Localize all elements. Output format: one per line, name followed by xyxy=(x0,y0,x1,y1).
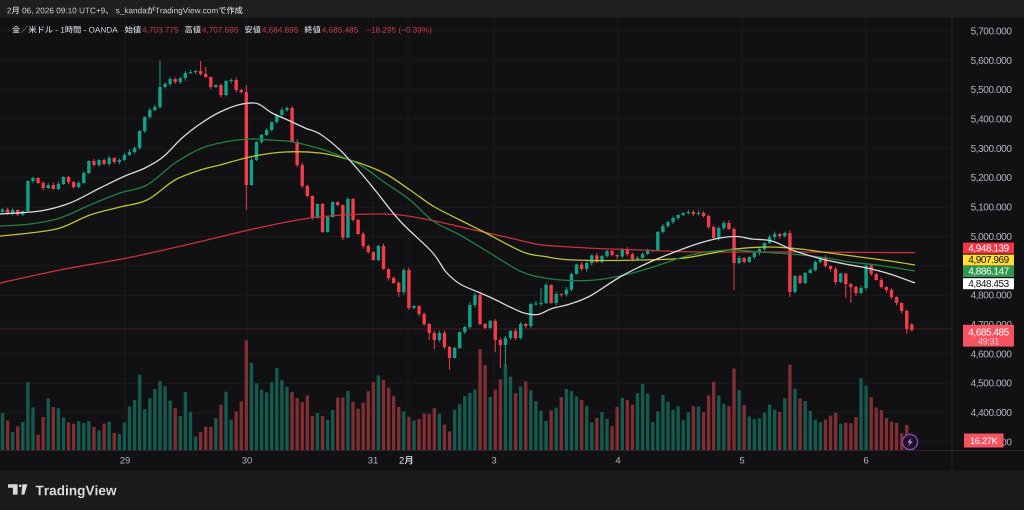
svg-text:5: 5 xyxy=(739,456,744,467)
svg-text:5,200.000: 5,200.000 xyxy=(971,173,1013,184)
svg-text:3: 3 xyxy=(491,456,496,467)
svg-text:16.27K: 16.27K xyxy=(970,436,999,447)
svg-text:5,000.000: 5,000.000 xyxy=(971,232,1013,243)
svg-text:29: 29 xyxy=(120,456,131,467)
svg-text:5,300.000: 5,300.000 xyxy=(971,144,1013,155)
svg-text:5,400.000: 5,400.000 xyxy=(971,115,1013,126)
svg-text:4,907.969: 4,907.969 xyxy=(968,255,1009,266)
svg-text:4,500.000: 4,500.000 xyxy=(971,379,1013,390)
svg-text:5,500.000: 5,500.000 xyxy=(971,85,1013,96)
svg-text:4,848.453: 4,848.453 xyxy=(968,279,1009,290)
svg-text:4,886.147: 4,886.147 xyxy=(968,267,1009,278)
svg-text:31: 31 xyxy=(368,456,379,467)
svg-text:4,400.000: 4,400.000 xyxy=(971,408,1013,419)
svg-text:6: 6 xyxy=(863,456,868,467)
svg-text:4,685.485: 4,685.485 xyxy=(968,327,1009,338)
svg-text:49:31: 49:31 xyxy=(978,337,999,347)
svg-text:4,800.000: 4,800.000 xyxy=(971,291,1013,302)
svg-text:5,100.000: 5,100.000 xyxy=(971,203,1013,214)
svg-text:4,600.000: 4,600.000 xyxy=(971,349,1013,360)
svg-text:4: 4 xyxy=(615,456,620,467)
svg-text:4,948.139: 4,948.139 xyxy=(968,243,1009,254)
svg-text:5,600.000: 5,600.000 xyxy=(971,56,1013,67)
svg-text:5,700.000: 5,700.000 xyxy=(971,26,1013,37)
svg-text:30: 30 xyxy=(242,456,253,467)
